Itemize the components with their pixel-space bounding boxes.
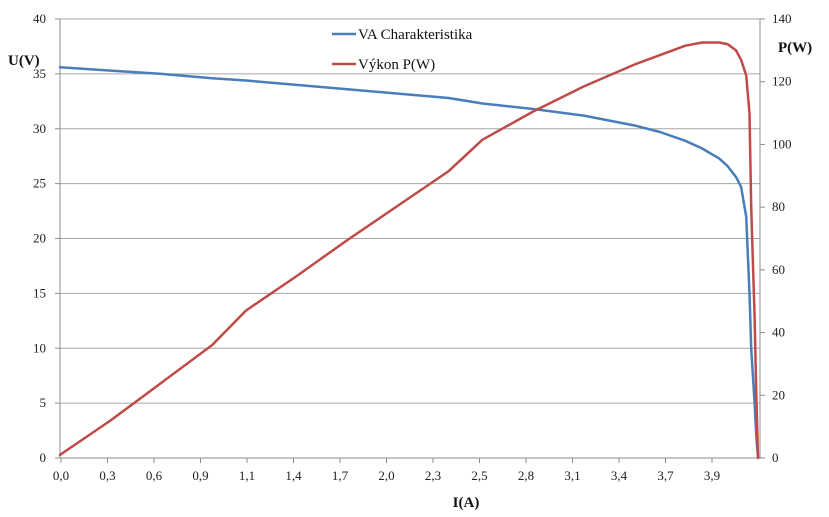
x-tick-label: 2,5 (471, 468, 487, 483)
legend-label-power: Výkon P(W) (358, 57, 435, 73)
x-tick-label: 1,7 (332, 468, 349, 483)
legend: VA Charakteristika Výkon P(W) (332, 27, 473, 73)
series-line-power (58, 41, 760, 460)
right-tick-label: 40 (772, 325, 785, 340)
left-tick-label: 15 (33, 285, 46, 300)
x-tick-label: 3,4 (611, 468, 628, 483)
x-axis-title: I(A) (453, 495, 480, 511)
series-line-va (58, 66, 760, 460)
series-lines (58, 41, 760, 460)
left-tick-label: 40 (33, 11, 46, 26)
right-tick-label: 100 (772, 136, 792, 151)
right-axis-ticks: 0 20 40 60 80 100 120 140 (760, 11, 792, 465)
left-axis-title: U(V) (8, 53, 40, 69)
x-tick-label: 2,0 (378, 468, 394, 483)
left-tick-label: 35 (33, 66, 46, 81)
right-tick-label: 20 (772, 387, 785, 402)
left-axis-ticks: 0 5 10 15 20 25 30 35 40 (33, 11, 60, 465)
left-tick-label: 20 (33, 231, 46, 246)
x-tick-label: 2,3 (425, 468, 441, 483)
x-tick-label: 2,8 (518, 468, 534, 483)
legend-label-va: VA Charakteristika (358, 27, 473, 43)
x-tick-label: 3,1 (564, 468, 580, 483)
right-axis-title: P(W) (778, 40, 812, 56)
x-tick-label: 0,0 (53, 468, 69, 483)
right-tick-label: 120 (772, 74, 792, 89)
right-tick-label: 60 (772, 262, 785, 277)
right-tick-label: 140 (772, 11, 792, 26)
x-axis-ticks: 0,0 0,3 0,6 0,9 1,1 1,4 1,7 2,0 2,3 2,5 2,8 3,1 3,4 3… (53, 458, 720, 483)
x-tick-label: 0,6 (146, 468, 163, 483)
left-tick-label: 25 (33, 176, 46, 191)
left-tick-label: 30 (33, 121, 46, 136)
left-tick-label: 10 (33, 340, 46, 355)
x-tick-label: 3,7 (657, 468, 674, 483)
right-tick-label: 0 (772, 450, 779, 465)
right-tick-label: 80 (772, 199, 785, 214)
x-tick-label: 1,4 (285, 468, 302, 483)
x-tick-label: 1,1 (239, 468, 255, 483)
grid-lines (59, 18, 761, 459)
left-tick-label: 5 (40, 395, 47, 410)
x-tick-label: 0,9 (192, 468, 208, 483)
x-tick-label: 3,9 (704, 468, 720, 483)
left-tick-label: 0 (40, 450, 47, 465)
x-tick-label: 0,3 (99, 468, 115, 483)
